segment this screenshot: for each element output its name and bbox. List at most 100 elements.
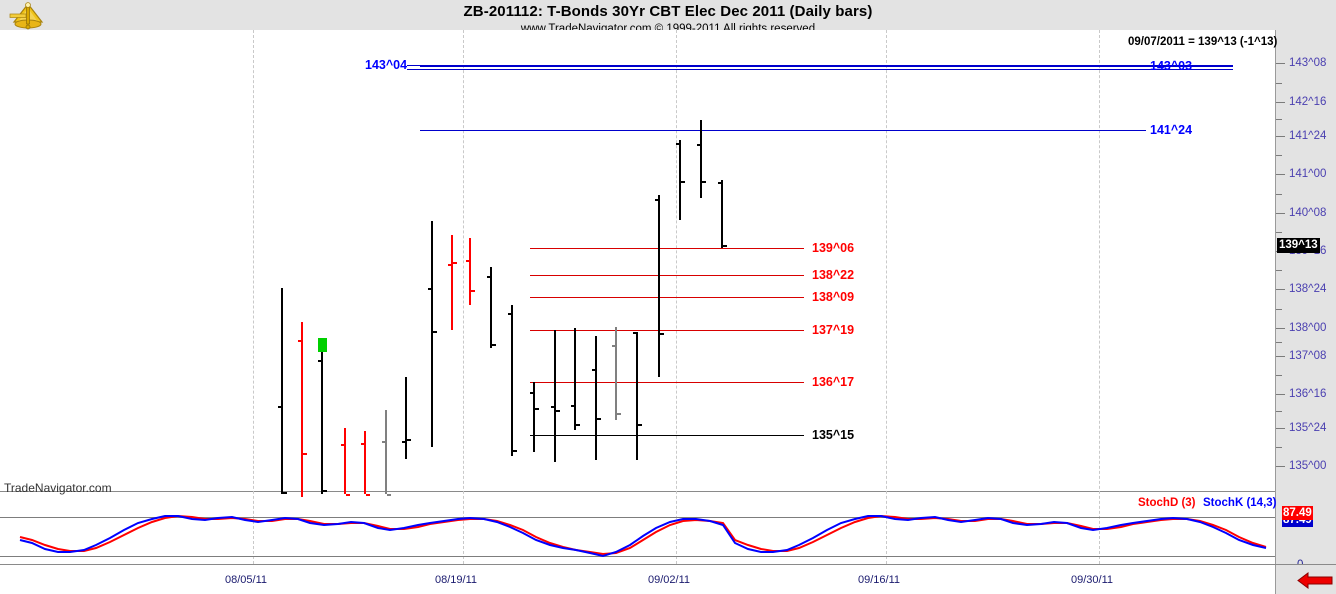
- ohlc-bar[interactable]: [298, 322, 307, 497]
- date-axis-label: 08/19/11: [435, 574, 478, 586]
- ohlc-bar[interactable]: [448, 235, 457, 330]
- study-line[interactable]: [530, 382, 800, 383]
- ohlc-bar[interactable]: [341, 428, 350, 497]
- ohlc-bar-open-tick: [655, 199, 659, 202]
- ohlc-bar[interactable]: [361, 431, 370, 497]
- study-line-label: 139^06: [812, 241, 855, 255]
- study-line[interactable]: [420, 66, 1233, 67]
- study-line[interactable]: [530, 275, 800, 276]
- gridline-vertical: [1099, 30, 1100, 564]
- ohlc-bar-open-tick: [592, 369, 596, 372]
- study-line-connector: [792, 435, 804, 436]
- ohlc-bar-range: [700, 120, 703, 198]
- study-line[interactable]: [420, 65, 1233, 66]
- ohlc-bar[interactable]: [318, 338, 327, 494]
- ohlc-bar[interactable]: [633, 332, 642, 460]
- header-band: [0, 0, 1336, 30]
- watermark-tradenavigator: TradeNavigator.com: [4, 481, 112, 495]
- ohlc-bar[interactable]: [676, 140, 685, 220]
- date-axis-panel[interactable]: [0, 564, 1336, 594]
- ohlc-bar[interactable]: [571, 328, 580, 430]
- ohlc-bar[interactable]: [428, 221, 437, 447]
- ohlc-bar[interactable]: [551, 330, 560, 462]
- study-line-connector: [407, 65, 421, 66]
- stoch-d-legend[interactable]: StochD (3): [1138, 497, 1196, 509]
- ohlc-bar[interactable]: [592, 336, 601, 460]
- price-axis-minor-tick: [1276, 119, 1282, 120]
- date-axis-label: 09/02/11: [648, 574, 691, 586]
- ohlc-bar-range: [385, 410, 388, 494]
- ohlc-bar-range: [615, 327, 618, 420]
- stochastic-panel[interactable]: [0, 492, 1275, 564]
- study-line-label: 141^24: [1150, 123, 1193, 137]
- bar-high-accent: [318, 338, 327, 352]
- price-axis-tick: [1276, 356, 1285, 357]
- ohlc-bar-open-tick: [402, 441, 406, 444]
- study-line[interactable]: [420, 130, 1135, 131]
- ohlc-bar[interactable]: [382, 410, 391, 497]
- ohlc-bar[interactable]: [487, 267, 496, 348]
- study-line-label: 135^15: [812, 428, 855, 442]
- ohlc-bar-open-tick: [571, 405, 575, 408]
- study-line-label: 138^09: [812, 290, 855, 304]
- chart-title: ZB-201112: T-Bonds 30Yr CBT Elec Dec 201…: [463, 3, 873, 20]
- price-axis-label: 137^08: [1289, 350, 1327, 362]
- price-axis-tick: [1276, 466, 1285, 467]
- stoch-k-legend[interactable]: StochK (14,3): [1203, 497, 1277, 509]
- ohlc-bar-close-tick: [702, 181, 706, 184]
- price-axis-tick: [1276, 136, 1285, 137]
- ohlc-bar[interactable]: [612, 327, 621, 420]
- study-line-connector: [792, 275, 804, 276]
- ohlc-bar-range: [574, 328, 577, 430]
- ohlc-bar[interactable]: [466, 238, 475, 305]
- date-axis-fill: [0, 565, 1275, 594]
- ohlc-bar-open-tick: [487, 276, 491, 279]
- ohlc-bar-open-tick: [612, 345, 616, 348]
- ohlc-bar-close-tick: [576, 424, 580, 427]
- study-line[interactable]: [530, 297, 800, 298]
- ohlc-bar-close-tick: [323, 490, 327, 493]
- stoch-gridline-upper: [0, 517, 1275, 518]
- ohlc-bar-close-tick: [638, 424, 642, 427]
- price-axis-tick: [1276, 174, 1285, 175]
- study-line[interactable]: [530, 248, 800, 249]
- ohlc-bar-range: [321, 338, 324, 494]
- ohlc-bar-close-tick: [660, 333, 664, 336]
- ohlc-bar[interactable]: [655, 195, 664, 377]
- study-line-label: 137^19: [812, 323, 855, 337]
- date-axis-label: 08/05/11: [225, 574, 268, 586]
- ohlc-bar[interactable]: [697, 120, 706, 198]
- price-axis-label: 138^24: [1289, 283, 1327, 295]
- ohlc-bar-close-tick: [513, 450, 517, 453]
- ohlc-bar-close-tick: [723, 245, 727, 248]
- price-axis-label: 140^08: [1289, 207, 1327, 219]
- ohlc-bar[interactable]: [718, 180, 727, 248]
- ohlc-bar-range: [679, 140, 682, 220]
- price-axis-tick: [1276, 428, 1285, 429]
- ohlc-bar-close-tick: [303, 453, 307, 456]
- study-line[interactable]: [530, 330, 800, 331]
- ohlc-bar[interactable]: [530, 382, 539, 452]
- ohlc-bar[interactable]: [508, 305, 517, 456]
- ohlc-bar-open-tick: [318, 360, 322, 363]
- ohlc-bar[interactable]: [278, 288, 287, 495]
- price-axis-minor-tick: [1276, 155, 1282, 156]
- ohlc-bar-open-tick: [448, 264, 452, 267]
- study-line-connector: [792, 248, 804, 249]
- price-axis-label: 136^16: [1289, 388, 1327, 400]
- ohlc-bar-close-tick: [366, 494, 370, 497]
- study-line-label: 138^22: [812, 268, 855, 282]
- ohlc-bar-open-tick: [428, 288, 432, 291]
- price-axis-minor-tick: [1276, 447, 1282, 448]
- price-axis-minor-tick: [1276, 342, 1282, 343]
- study-line[interactable]: [530, 435, 800, 436]
- scroll-left-arrow-button[interactable]: [1297, 572, 1333, 589]
- study-line-label: 143^03: [1150, 59, 1193, 73]
- study-line-secondary[interactable]: [420, 69, 1233, 70]
- price-axis-panel[interactable]: [1275, 30, 1336, 564]
- ohlc-bar[interactable]: [402, 377, 411, 459]
- ohlc-bar-open-tick: [361, 443, 365, 446]
- ohlc-bar-open-tick: [530, 392, 534, 395]
- ohlc-bar-range: [721, 180, 724, 248]
